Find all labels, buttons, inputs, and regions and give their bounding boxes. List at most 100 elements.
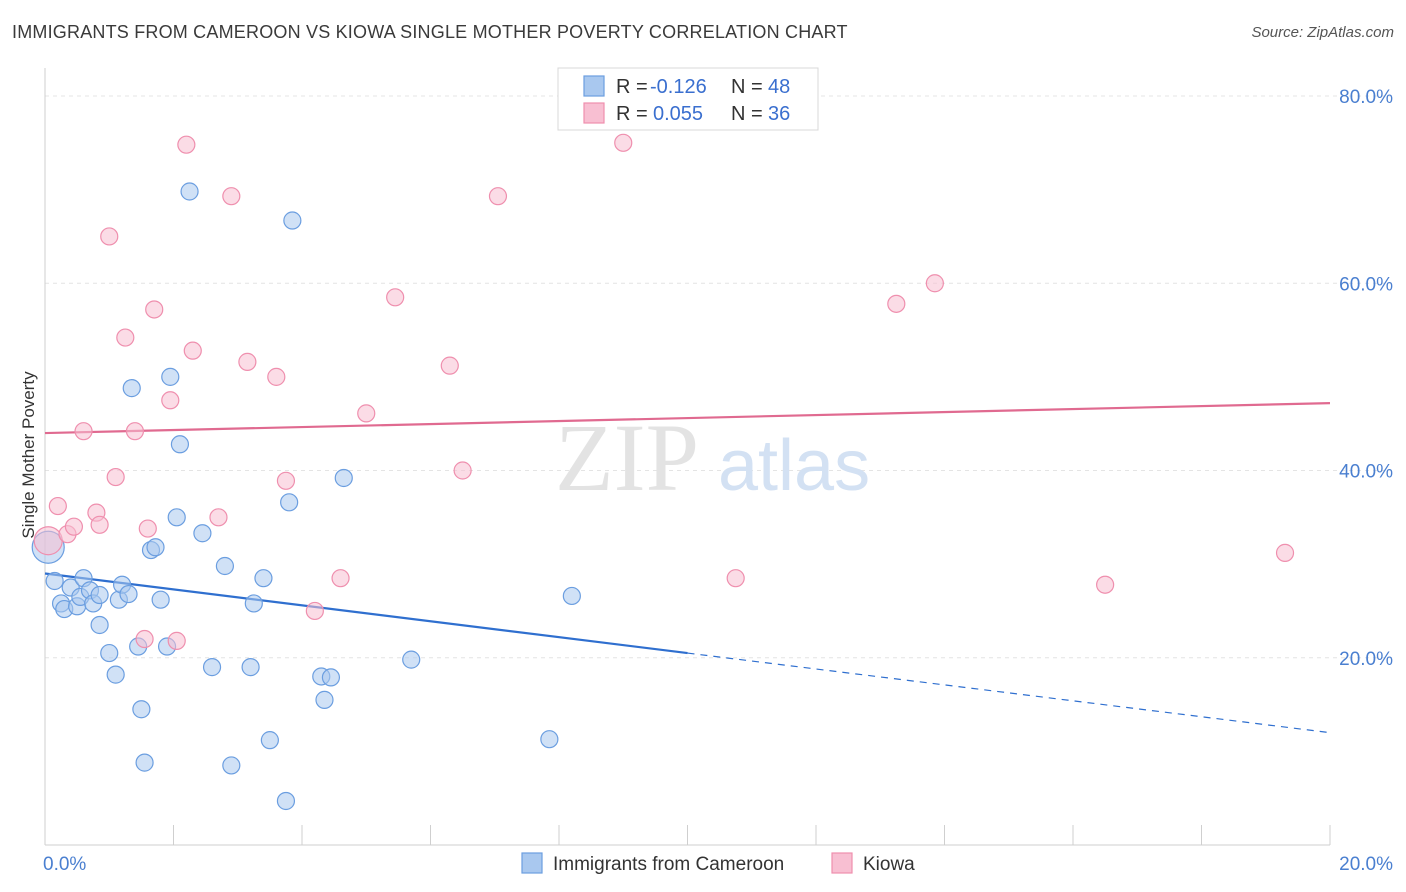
point-series-1-0 — [33, 526, 63, 556]
correlation-legend: R = -0.126 N = 48 R = 0.055 N = 36 — [557, 67, 819, 131]
point-series-1-7 — [100, 227, 119, 246]
point-series-0-11 — [90, 615, 109, 635]
point-series-0-45 — [540, 730, 559, 749]
legend-swatch-kiowa — [583, 102, 605, 124]
x-tick-label-0: 0.0% — [43, 854, 86, 875]
legend-swatch-cameroon — [583, 75, 605, 97]
point-series-1-3 — [64, 517, 84, 536]
point-series-1-30 — [614, 133, 633, 152]
point-series-1-27 — [440, 356, 459, 375]
point-series-0-25 — [161, 367, 180, 386]
point-series-0-13 — [106, 665, 125, 684]
point-series-1-20 — [238, 352, 257, 371]
series-legend-label-cameroon: Immigrants from Cameroon — [553, 854, 784, 875]
point-series-0-33 — [241, 658, 260, 677]
point-series-0-12 — [100, 643, 119, 663]
point-series-1-9 — [116, 328, 135, 347]
point-series-1-13 — [145, 300, 164, 319]
point-series-0-17 — [122, 379, 141, 398]
legend-n-value-cameroon: 48 — [768, 76, 790, 98]
point-series-1-1 — [48, 496, 67, 516]
data-points — [31, 133, 1295, 811]
point-series-0-23 — [151, 590, 170, 609]
chart-title: IMMIGRANTS FROM CAMEROON VS KIOWA SINGLE… — [12, 22, 848, 42]
point-series-1-15 — [167, 631, 186, 650]
point-series-0-1 — [45, 571, 64, 591]
point-series-1-26 — [386, 288, 405, 307]
point-series-1-24 — [331, 569, 350, 588]
point-series-1-23 — [305, 601, 324, 621]
point-series-0-10 — [90, 585, 109, 605]
trend-lines — [44, 401, 1331, 734]
point-series-1-32 — [887, 294, 906, 313]
legend-r-value-cameroon: -0.126 — [650, 76, 707, 98]
point-series-1-10 — [125, 422, 145, 441]
point-series-1-21 — [267, 367, 286, 386]
series-legend-swatch-kiowa — [831, 852, 853, 874]
source-credit: Source: ZipAtlas.com — [1251, 24, 1394, 41]
gridlines — [45, 95, 1392, 659]
y-axis-label: Single Mother Poverty — [19, 371, 38, 539]
trend-line-cameroon-extension — [687, 652, 1331, 734]
point-series-1-8 — [106, 467, 125, 487]
point-series-0-41 — [315, 690, 334, 709]
x-tick-label-1: 20.0% — [1339, 854, 1393, 875]
point-series-1-4 — [74, 422, 93, 441]
trend-line-cameroon — [44, 572, 688, 655]
legend-r-label-cameroon: R = — [616, 76, 653, 98]
point-series-0-39 — [283, 211, 302, 230]
point-series-1-18 — [209, 508, 228, 527]
point-series-0-30 — [202, 658, 222, 677]
point-series-0-22 — [146, 538, 165, 557]
legend-n-label-kiowa: N = — [731, 103, 768, 125]
point-series-0-31 — [215, 556, 234, 576]
legend-n-label-cameroon: N = — [731, 76, 768, 98]
tick-labels: 20.0% 40.0% 60.0% 80.0% 0.0% 20.0% — [43, 87, 1393, 875]
y-tick-label-1: 40.0% — [1339, 462, 1393, 483]
point-series-0-20 — [135, 753, 154, 772]
series-legend-label-kiowa: Kiowa — [863, 854, 915, 875]
point-series-1-28 — [453, 461, 472, 480]
point-series-0-26 — [167, 508, 186, 527]
legend-r-value-kiowa: 0.055 — [653, 103, 703, 125]
point-series-1-11 — [135, 629, 154, 649]
point-series-1-33 — [925, 274, 944, 293]
y-tick-label-0: 20.0% — [1339, 649, 1393, 670]
point-series-0-46 — [562, 586, 581, 606]
watermark-atlas: atlas — [718, 426, 870, 506]
point-series-0-16 — [119, 584, 138, 604]
point-series-0-19 — [132, 700, 151, 719]
point-series-0-27 — [170, 435, 190, 454]
series-legend-swatch-cameroon — [521, 852, 543, 874]
point-series-1-17 — [183, 341, 202, 360]
watermark: ZIP atlas — [555, 404, 870, 511]
point-series-1-25 — [357, 404, 376, 423]
axes — [44, 68, 1331, 846]
point-series-1-6 — [90, 515, 109, 534]
point-series-1-35 — [1275, 543, 1295, 562]
y-tick-label-3: 80.0% — [1339, 87, 1393, 108]
y-tick-label-2: 60.0% — [1339, 274, 1393, 295]
point-series-0-32 — [222, 756, 241, 775]
point-series-0-35 — [254, 569, 273, 588]
point-series-1-19 — [222, 187, 241, 206]
legend-n-value-kiowa: 36 — [768, 103, 790, 125]
point-series-0-38 — [280, 493, 299, 512]
point-series-0-34 — [244, 594, 263, 613]
point-series-0-28 — [180, 182, 199, 201]
point-series-0-37 — [276, 791, 296, 811]
point-series-1-34 — [1096, 575, 1115, 594]
point-series-1-29 — [488, 187, 508, 206]
trend-line-kiowa — [44, 401, 1331, 435]
point-series-0-42 — [321, 668, 341, 687]
point-series-0-29 — [193, 524, 212, 543]
point-series-1-31 — [726, 569, 745, 588]
legend-r-label-kiowa: R = — [616, 103, 653, 125]
point-series-0-43 — [334, 468, 353, 488]
watermark-zip: ZIP — [555, 404, 699, 511]
point-series-1-16 — [177, 135, 196, 154]
point-series-1-12 — [138, 519, 157, 538]
point-series-1-14 — [161, 391, 180, 410]
series-legend: Immigrants from Cameroon Kiowa — [521, 852, 915, 875]
